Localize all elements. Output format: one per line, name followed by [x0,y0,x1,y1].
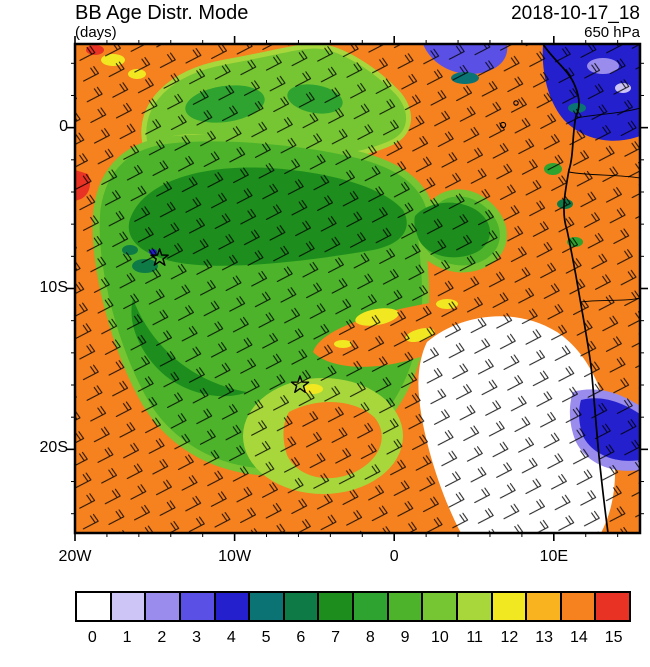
valid-time-label: 2018-10-17_18 [511,3,640,24]
colorbar-label: 9 [400,629,410,646]
y-axis-label: 10S [39,278,68,296]
colorbar-cell-6 [284,593,320,620]
coastline [542,44,609,533]
country-border [568,171,640,179]
colorbar-label: 3 [192,629,202,646]
star-marker [150,248,169,266]
units-label: (days) [75,24,117,41]
colorbar-cell-11 [457,593,493,620]
colorbar-label: 14 [569,629,588,646]
colorbar-cell-10 [423,593,458,620]
colorbar-cells [75,591,631,622]
colorbar-label: 4 [226,629,236,646]
island-principe [513,100,519,106]
star-markers [150,248,310,393]
country-border [576,107,640,119]
wind-barbs-overlay [75,44,640,533]
colorbar-label: 0 [87,629,97,646]
colorbar-label: 1 [122,629,132,646]
colorbar-cell-1 [111,593,147,620]
colorbar-cell-0 [77,593,112,620]
colorbar-cell-7 [319,593,354,620]
colorbar-cell-14 [561,593,597,620]
star-marker [290,375,310,393]
colorbar-cell-15 [596,593,629,620]
map-plot [67,36,648,541]
colorbar-label: 12 [500,629,519,646]
colorbar-labels: 0 1 2 3 4 5 6 7 8 9 10 11 12 13 14 15 [75,629,631,647]
colorbar-cell-2 [146,593,181,620]
colorbar-label: 10 [430,629,449,646]
colorbar-cell-5 [250,593,285,620]
level-label: 650 hPa [584,24,640,41]
colorbar-label: 15 [604,629,623,646]
y-axis-label: 20S [39,439,68,457]
colorbar-cell-9 [388,593,424,620]
colorbar-label: 7 [331,629,341,646]
colorbar-cell-12 [492,593,528,620]
colorbar-cell-8 [354,593,389,620]
colorbar-label: 13 [535,629,554,646]
colorbar-cell-4 [215,593,251,620]
y-axis-label: 0 [59,117,68,135]
colorbar-cell-3 [180,593,216,620]
x-axis-label: 10E [539,548,569,565]
plot-title: BB Age Distr. Mode [75,2,249,24]
colorbar-label: 5 [261,629,271,646]
colorbar-label: 2 [157,629,167,646]
x-axis-label: 10W [218,548,252,565]
colorbar: 0 1 2 3 4 5 6 7 8 9 10 11 12 13 14 15 [75,591,631,647]
axis-ticks [67,36,648,541]
subheader-row: (days) 650 hPa [75,24,640,41]
island-sao-tome [499,121,507,129]
x-axis-label: 0 [389,548,399,565]
colorbar-label: 6 [296,629,306,646]
colorbar-label: 8 [365,629,375,646]
colorbar-label: 11 [466,629,483,646]
x-axis-label: 20W [58,548,92,565]
map-canvas [67,36,648,541]
colorbar-cell-13 [527,593,562,620]
header-row: BB Age Distr. Mode 2018-10-17_18 [75,2,640,25]
country-border [580,297,640,303]
